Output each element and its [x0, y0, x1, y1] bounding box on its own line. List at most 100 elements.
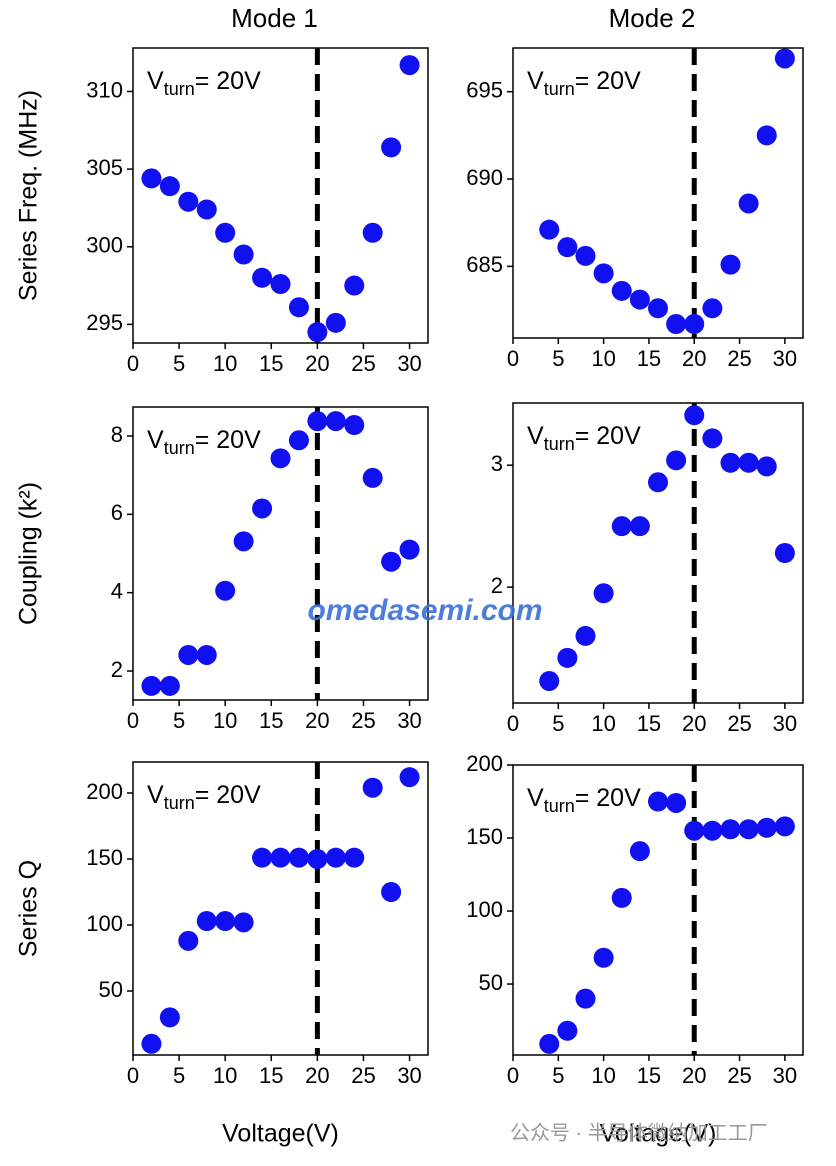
point: [593, 583, 614, 604]
point: [270, 274, 291, 294]
x-tick-label: 20: [682, 1063, 706, 1088]
plot-frame: [132, 47, 429, 344]
annotation-rest: = 20V: [575, 784, 641, 812]
annotation-sub: turn: [164, 793, 195, 813]
point: [141, 675, 162, 696]
x-tick-label: 10: [591, 711, 615, 736]
x-tick-label: 0: [127, 708, 139, 733]
x-tick-label: 0: [507, 711, 519, 736]
point: [362, 467, 383, 488]
annotation: Vturn= 20V: [147, 426, 261, 458]
panel: 0 5 10 15 20 25 30 50 100 150 200 Vturn= 20V Voltage…: [466, 751, 804, 1148]
point: [381, 882, 402, 903]
point: [666, 314, 687, 335]
point: [575, 245, 596, 266]
x-tick-label: 30: [397, 351, 421, 376]
annotation: Vturn= 20V: [147, 67, 261, 99]
point: [252, 498, 273, 519]
point: [557, 237, 578, 258]
x-tick-label: 15: [259, 351, 283, 376]
point: [215, 222, 236, 243]
point: [288, 297, 309, 318]
annotation-rest: = 20V: [195, 426, 261, 454]
point: [399, 539, 420, 560]
point: [196, 644, 217, 665]
point: [381, 137, 402, 158]
panel: 0 5 10 15 20 25 30 50 100 150 200 Vturn= 20V Series …: [15, 761, 429, 1148]
x-tick-label: 10: [591, 1063, 615, 1088]
y-tick-label: 4: [111, 578, 123, 603]
x-tick-label: 0: [127, 1063, 139, 1088]
point: [196, 199, 217, 220]
y-axis-label: Coupling (k²): [15, 482, 43, 625]
annotation-sub: turn: [544, 79, 575, 99]
y-tick-label: 295: [86, 310, 123, 335]
point: [325, 847, 346, 868]
point: [774, 816, 795, 837]
point: [215, 580, 236, 601]
y-tick-label: 50: [99, 977, 123, 1002]
annotation-rest: = 20V: [575, 67, 641, 95]
x-tick-label: 30: [773, 1063, 797, 1088]
point: [178, 191, 199, 212]
x-tick-label: 25: [727, 711, 751, 736]
point: [252, 267, 273, 288]
watermark-account: 公众号 · 半导体微纳加工工厂: [510, 1121, 768, 1144]
x-tick-label: 0: [127, 351, 139, 376]
y-tick-label: 695: [466, 77, 503, 102]
y-tick-label: 50: [479, 970, 503, 995]
panel-title: Mode 2: [609, 3, 696, 33]
annotation-sub: turn: [164, 438, 195, 458]
x-tick-label: 20: [305, 351, 329, 376]
y-axis-label: Series Freq. (MHz): [15, 90, 43, 301]
point: [720, 254, 741, 275]
point: [270, 847, 291, 868]
x-tick-label: 5: [552, 711, 564, 736]
annotation: Vturn= 20V: [527, 784, 641, 816]
point: [399, 55, 420, 76]
point: [738, 819, 759, 840]
point: [702, 820, 723, 841]
x-tick-label: 5: [173, 351, 185, 376]
panel: 0 5 10 15 20 25 30 295 300 305 310 Vturn= 20V Mode 1…: [15, 3, 429, 376]
point: [344, 847, 365, 868]
x-tick-label: 5: [173, 708, 185, 733]
point: [629, 841, 650, 862]
point: [159, 1007, 180, 1028]
panel-title: Mode 1: [231, 3, 318, 33]
x-tick-label: 30: [397, 708, 421, 733]
point: [720, 452, 741, 473]
point: [178, 930, 199, 951]
watermark-site: omedasemi.com: [307, 594, 542, 627]
annotation-main: V: [527, 67, 544, 95]
point: [575, 625, 596, 646]
point: [325, 312, 346, 333]
x-axis-label: Voltage(V): [600, 1120, 717, 1148]
point: [178, 644, 199, 665]
x-tick-label: 5: [173, 1063, 185, 1088]
point: [233, 531, 254, 552]
annotation-main: V: [527, 422, 544, 450]
point: [774, 48, 795, 69]
plot-frame: [512, 47, 804, 339]
point: [666, 792, 687, 813]
point: [702, 298, 723, 319]
point: [738, 193, 759, 214]
point: [611, 516, 632, 537]
annotation-sub: turn: [544, 796, 575, 816]
y-tick-label: 8: [111, 422, 123, 447]
point: [215, 911, 236, 932]
point: [756, 817, 777, 838]
point: [593, 263, 614, 284]
y-tick-label: 3: [491, 451, 503, 476]
x-tick-label: 10: [213, 351, 237, 376]
x-tick-label: 15: [637, 711, 661, 736]
point: [593, 947, 614, 968]
annotation: Vturn= 20V: [527, 67, 641, 99]
point: [629, 516, 650, 537]
point: [774, 543, 795, 563]
point: [270, 448, 291, 469]
